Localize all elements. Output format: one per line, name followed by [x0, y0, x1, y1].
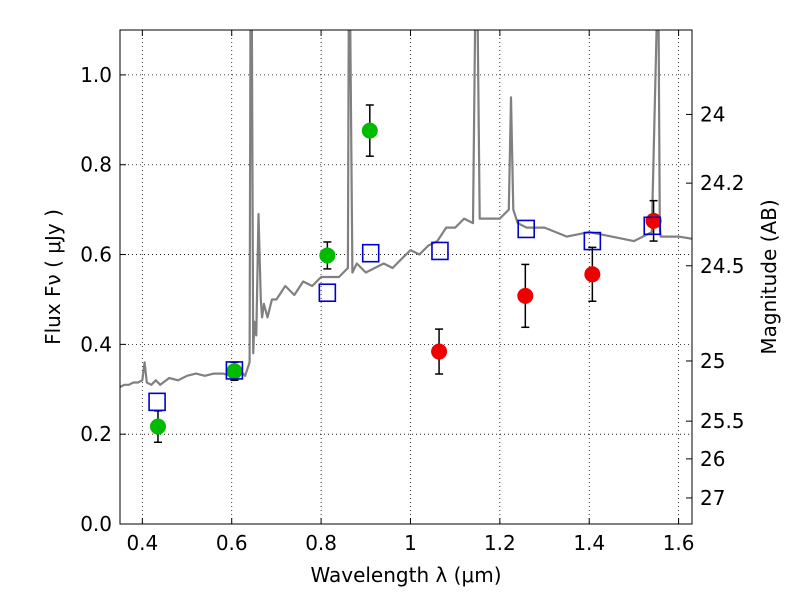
model-point: [517, 219, 536, 239]
y2-tick-label: 25: [700, 349, 725, 373]
y-tick-label: 0.8: [80, 153, 112, 177]
plot-area: [120, 30, 692, 524]
y2-tick-label: 24: [700, 102, 725, 126]
y-tick-label: 1.0: [80, 63, 112, 87]
x-tick-label: 0.6: [216, 531, 248, 555]
data-point: [517, 287, 534, 304]
data-point: [361, 122, 378, 139]
y2-tick-label: 24.5: [700, 254, 745, 278]
data-point: [645, 212, 662, 229]
y2-tick-label: 25.5: [700, 409, 745, 433]
x-tick-label: 0.4: [126, 531, 158, 555]
plot-frame: [119, 29, 693, 525]
y2-tick-label: 27: [700, 486, 725, 510]
data-point: [149, 418, 166, 435]
model-point: [361, 243, 380, 263]
data-point: [431, 343, 448, 360]
model-point: [583, 231, 602, 251]
x-tick-label: 1: [404, 531, 417, 555]
model-point: [643, 216, 662, 236]
y2-tick-label: 26: [700, 447, 725, 471]
x-tick-label: 1.6: [663, 531, 695, 555]
x-axis-label: Wavelength λ (μm): [310, 563, 501, 587]
data-point: [584, 266, 601, 283]
model-point: [148, 392, 166, 412]
model-point: [318, 283, 337, 303]
x-tick-label: 1.4: [573, 531, 605, 555]
y2-tick-label: 24.2: [700, 171, 745, 195]
data-point: [319, 247, 336, 264]
x-tick-label: 0.8: [305, 531, 337, 555]
y-tick-label: 0.2: [80, 422, 112, 446]
model-point: [225, 361, 244, 380]
model-point: [431, 241, 449, 261]
y2-axis-label: Magnitude (AB): [757, 199, 781, 354]
x-tick-label: 1.2: [484, 531, 516, 555]
ticks: 0.4 0.6 0.8 1 1.2 1.4 1.6 0.0 0.2 0.4 0.6 0.8 1.0 24 2…: [80, 30, 745, 555]
y-tick-label: 0.6: [80, 243, 112, 267]
y-tick-label: 0.0: [80, 512, 112, 536]
y-tick-label: 0.4: [80, 332, 112, 356]
y-axis-label: Flux Fν ( μJy ): [41, 209, 65, 345]
data-layer: [120, 30, 692, 444]
data-point: [226, 363, 243, 380]
